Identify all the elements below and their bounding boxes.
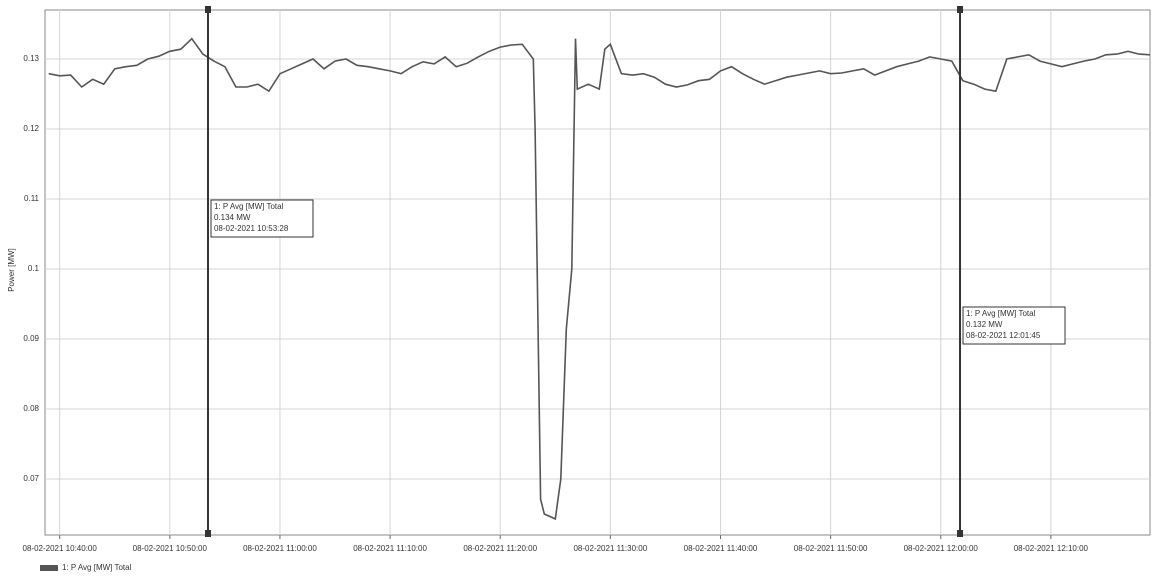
y-tick-label: 0.12: [23, 124, 39, 133]
x-tick-label: 08-02-2021 12:10:00: [1014, 544, 1089, 553]
cursor-handle: [204, 6, 211, 13]
cursor-time: 08-02-2021 12:01:45: [966, 331, 1041, 340]
cursor-time: 08-02-2021 10:53:28: [214, 224, 289, 233]
x-tick-label: 08-02-2021 11:40:00: [684, 544, 758, 553]
x-tick-label: 08-02-2021 11:20:00: [463, 544, 537, 553]
y-tick-label: 0.07: [23, 474, 39, 483]
y-tick-label: 0.11: [24, 194, 40, 203]
y-tick-label: 0.13: [23, 54, 39, 63]
cursor-handle: [957, 530, 964, 537]
cursor-value: 0.134 MW: [214, 213, 251, 222]
x-tick-label: 08-02-2021 12:00:00: [904, 544, 979, 553]
cursor-value: 0.132 MW: [966, 320, 1003, 329]
x-tick-label: 08-02-2021 11:10:00: [353, 544, 427, 553]
series-line: [48, 37, 1151, 521]
cursor-label: 1: P Avg [MW] Total 0.132 MW 08-02-2021 12…: [962, 306, 1066, 345]
cursor-box: [962, 306, 1066, 345]
legend-swatch: [40, 565, 58, 571]
x-tick-label: 08-02-2021 10:50:00: [133, 544, 208, 553]
y-tick-label: 0.1: [28, 264, 40, 273]
cursor-series: 1: P Avg [MW] Total: [214, 202, 284, 211]
cursor-handle: [957, 6, 964, 13]
y-tick-label: 0.08: [23, 404, 39, 413]
x-tick-label: 08-02-2021 11:00:00: [243, 544, 317, 553]
x-tick-label: 08-02-2021 11:50:00: [794, 544, 868, 553]
y-axis-label: Power [MW]: [7, 248, 16, 292]
cursor-series: 1: P Avg [MW] Total: [966, 309, 1036, 318]
plot-area: [44, 9, 1151, 536]
x-tick-label: 08-02-2021 10:40:00: [23, 544, 98, 553]
cursor-box: [210, 199, 314, 238]
y-tick-label: 0.09: [23, 334, 39, 343]
x-tick-label: 08-02-2021 11:30:00: [573, 544, 647, 553]
legend-label: 1: P Avg [MW] Total: [62, 563, 132, 572]
cursor-label: 1: P Avg [MW] Total 0.134 MW 08-02-2021 10…: [210, 199, 314, 238]
cursor-handle: [204, 530, 211, 537]
